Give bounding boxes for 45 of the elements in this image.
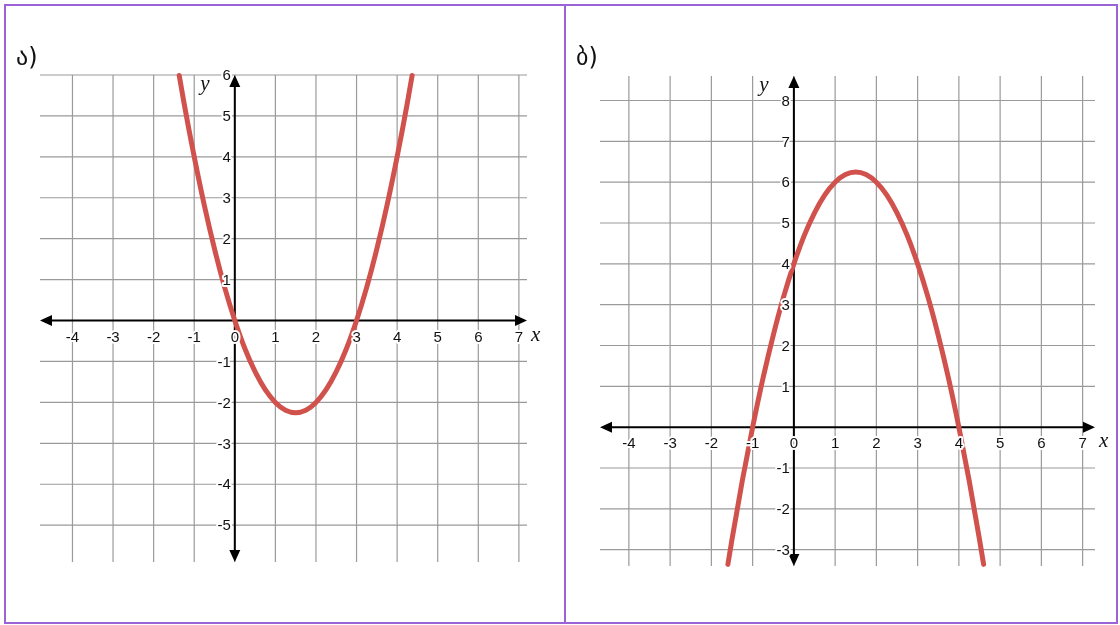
y-tick-label: -2	[776, 500, 790, 518]
y-tick-label: 6	[781, 173, 790, 191]
x-tick-label: 3	[913, 434, 922, 452]
y-tick-label: 5	[781, 214, 790, 232]
x-tick-label: 3	[352, 327, 361, 345]
x-tick-label: 1	[271, 327, 280, 345]
x-tick-label: -2	[704, 434, 719, 452]
x-tick-label: -1	[187, 327, 201, 345]
x-tick-label: 2	[311, 327, 321, 345]
y-tick-label: 6	[222, 66, 231, 84]
y-tick-label: 5	[222, 107, 231, 125]
x-tick-label: 5	[433, 327, 442, 345]
y-tick-label: 3	[222, 189, 231, 207]
y-axis-title: y	[757, 72, 770, 96]
x-tick-label: 7	[1078, 434, 1087, 452]
y-tick-label: -2	[217, 393, 231, 411]
y-tick-label: -5	[217, 516, 231, 534]
x-tick-label: -3	[663, 434, 677, 452]
y-tick-label: -3	[776, 540, 790, 558]
x-tick-label: -4	[622, 434, 636, 452]
x-tick-label: 6	[1037, 434, 1046, 452]
x-tick-label: -2	[146, 327, 161, 345]
y-tick-label: -1	[217, 352, 231, 370]
x-tick-label: -4	[65, 327, 80, 345]
chart-title: ბ)	[576, 43, 598, 71]
y-tick-label: 4	[222, 148, 231, 166]
y-tick-label: 8	[781, 91, 790, 109]
x-tick-label: 6	[474, 327, 483, 345]
x-tick-label: 1	[830, 434, 840, 452]
x-axis-title: x	[530, 321, 541, 346]
y-tick-label: 7	[781, 132, 790, 150]
x-tick-label: 7	[514, 327, 524, 345]
y-axis-title: y	[198, 71, 211, 95]
x-tick-label: 2	[872, 434, 881, 452]
x-tick-label: 4	[392, 327, 402, 345]
y-tick-label: 1	[781, 377, 790, 395]
x-tick-label: -3	[106, 327, 120, 345]
x-tick-label: 5	[995, 434, 1005, 452]
y-tick-label: -1	[776, 459, 790, 477]
y-tick-label: -4	[217, 475, 231, 493]
x-axis-title: x	[1098, 428, 1109, 453]
x-tick-label: 4	[954, 434, 964, 452]
y-tick-label: 4	[781, 255, 790, 273]
y-tick-label: 2	[222, 229, 231, 247]
chart-title: ა)	[16, 43, 38, 71]
